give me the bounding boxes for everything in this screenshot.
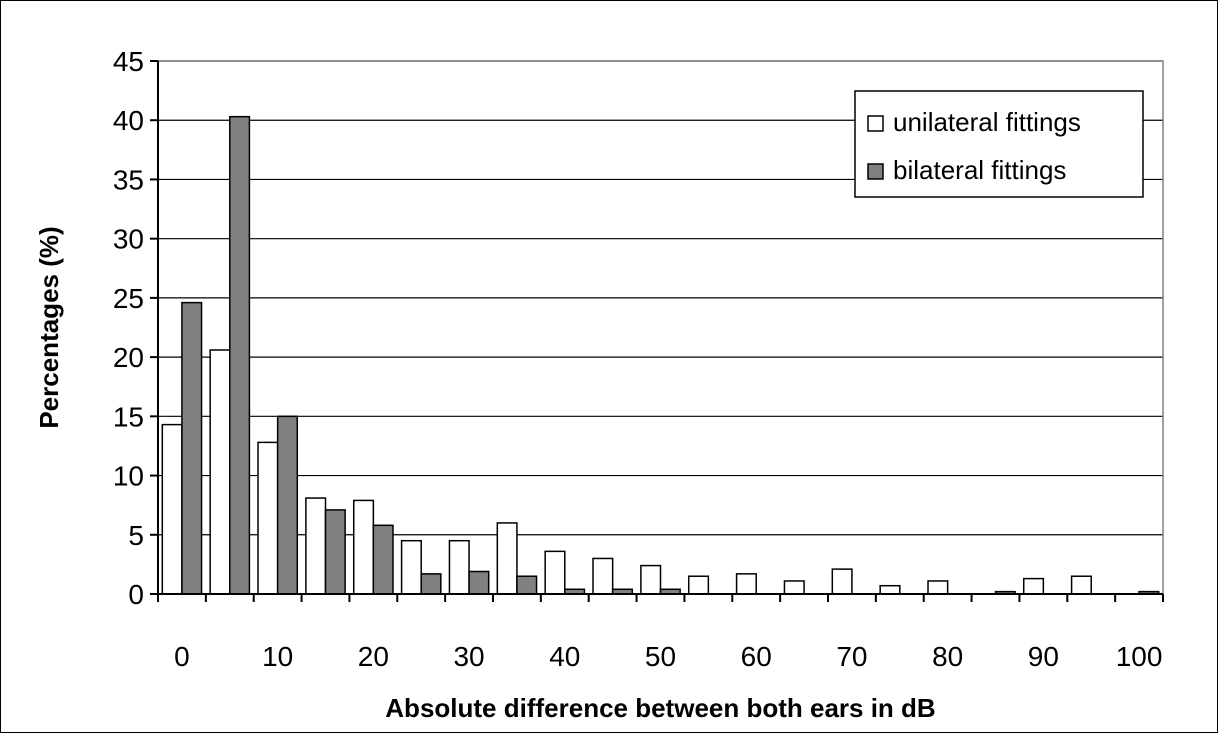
y-tick-label-45: 45: [113, 46, 144, 77]
bar-bilateral-5: [229, 115, 251, 595]
bar-unilateral-65: [783, 580, 805, 595]
bar-unilateral-95: [1070, 575, 1092, 595]
bar-bilateral-0: [181, 301, 203, 595]
x-tick-label-0: 0: [174, 641, 190, 672]
x-tick-label-90: 90: [1028, 641, 1059, 672]
y-tick-label-35: 35: [113, 164, 144, 195]
x-tick-labels: 0 10 20 30 40 50 60 70 80 90 100: [157, 594, 1164, 672]
bar-unilateral-15: [305, 497, 327, 595]
bar-unilateral-70: [831, 568, 853, 595]
y-tick-label-30: 30: [113, 224, 144, 255]
bar-unilateral-35: [496, 522, 518, 595]
bar-unilateral-10: [257, 441, 279, 595]
y-tick-label-25: 25: [113, 283, 144, 314]
legend-label-unilateral: unilateral fittings: [893, 107, 1081, 137]
bars: [161, 115, 1160, 595]
x-tick-label-80: 80: [932, 641, 963, 672]
x-axis-title: Absolute difference between both ears in…: [385, 693, 935, 723]
legend-label-bilateral: bilateral fittings: [893, 155, 1066, 185]
bar-unilateral-25: [400, 539, 422, 595]
bar-bilateral-10: [276, 415, 299, 595]
y-tick-label-0: 0: [128, 579, 144, 610]
bar-unilateral-45: [592, 557, 614, 595]
x-tick-label-40: 40: [549, 641, 580, 672]
bar-unilateral-30: [448, 539, 470, 595]
y-tick-label-40: 40: [113, 105, 144, 136]
bar-unilateral-50: [640, 564, 662, 595]
x-tick-label-20: 20: [358, 641, 389, 672]
bar-unilateral-60: [735, 573, 757, 595]
y-tick-label-10: 10: [113, 461, 144, 492]
y-tick-labels: 0 5 10 15 20 25 30 35 40 45: [113, 46, 158, 610]
bar-unilateral-90: [1022, 577, 1045, 595]
x-tick-label-10: 10: [262, 641, 293, 672]
x-tick-label-30: 30: [453, 641, 484, 672]
bar-unilateral-20: [352, 499, 375, 595]
bar-bilateral-20: [372, 524, 394, 595]
y-axis-title: Percentages (%): [34, 226, 64, 428]
legend: unilateral fittings bilateral fittings: [854, 90, 1144, 198]
y-tick-label-20: 20: [113, 342, 144, 373]
bar-unilateral-75: [879, 584, 901, 595]
y-tick-label-5: 5: [128, 520, 144, 551]
bar-unilateral-55: [687, 575, 710, 595]
x-tick-label-70: 70: [836, 641, 867, 672]
bar-unilateral-40: [544, 550, 566, 595]
bar-unilateral-5: [209, 349, 231, 595]
y-tick-label-15: 15: [113, 401, 144, 432]
x-tick-label-50: 50: [645, 641, 676, 672]
legend-box: [854, 90, 1144, 198]
bar-bilateral-30: [468, 570, 490, 595]
legend-swatch-unilateral: [867, 115, 884, 132]
x-tick-label-60: 60: [741, 641, 772, 672]
legend-swatch-bilateral: [867, 163, 884, 180]
bar-unilateral-0: [161, 423, 183, 595]
bar-bilateral-25: [420, 573, 442, 595]
bar-bilateral-15: [324, 509, 346, 595]
bar-unilateral-80: [927, 580, 949, 595]
x-tick-label-100: 100: [1116, 641, 1163, 672]
bar-bilateral-35: [516, 575, 538, 595]
